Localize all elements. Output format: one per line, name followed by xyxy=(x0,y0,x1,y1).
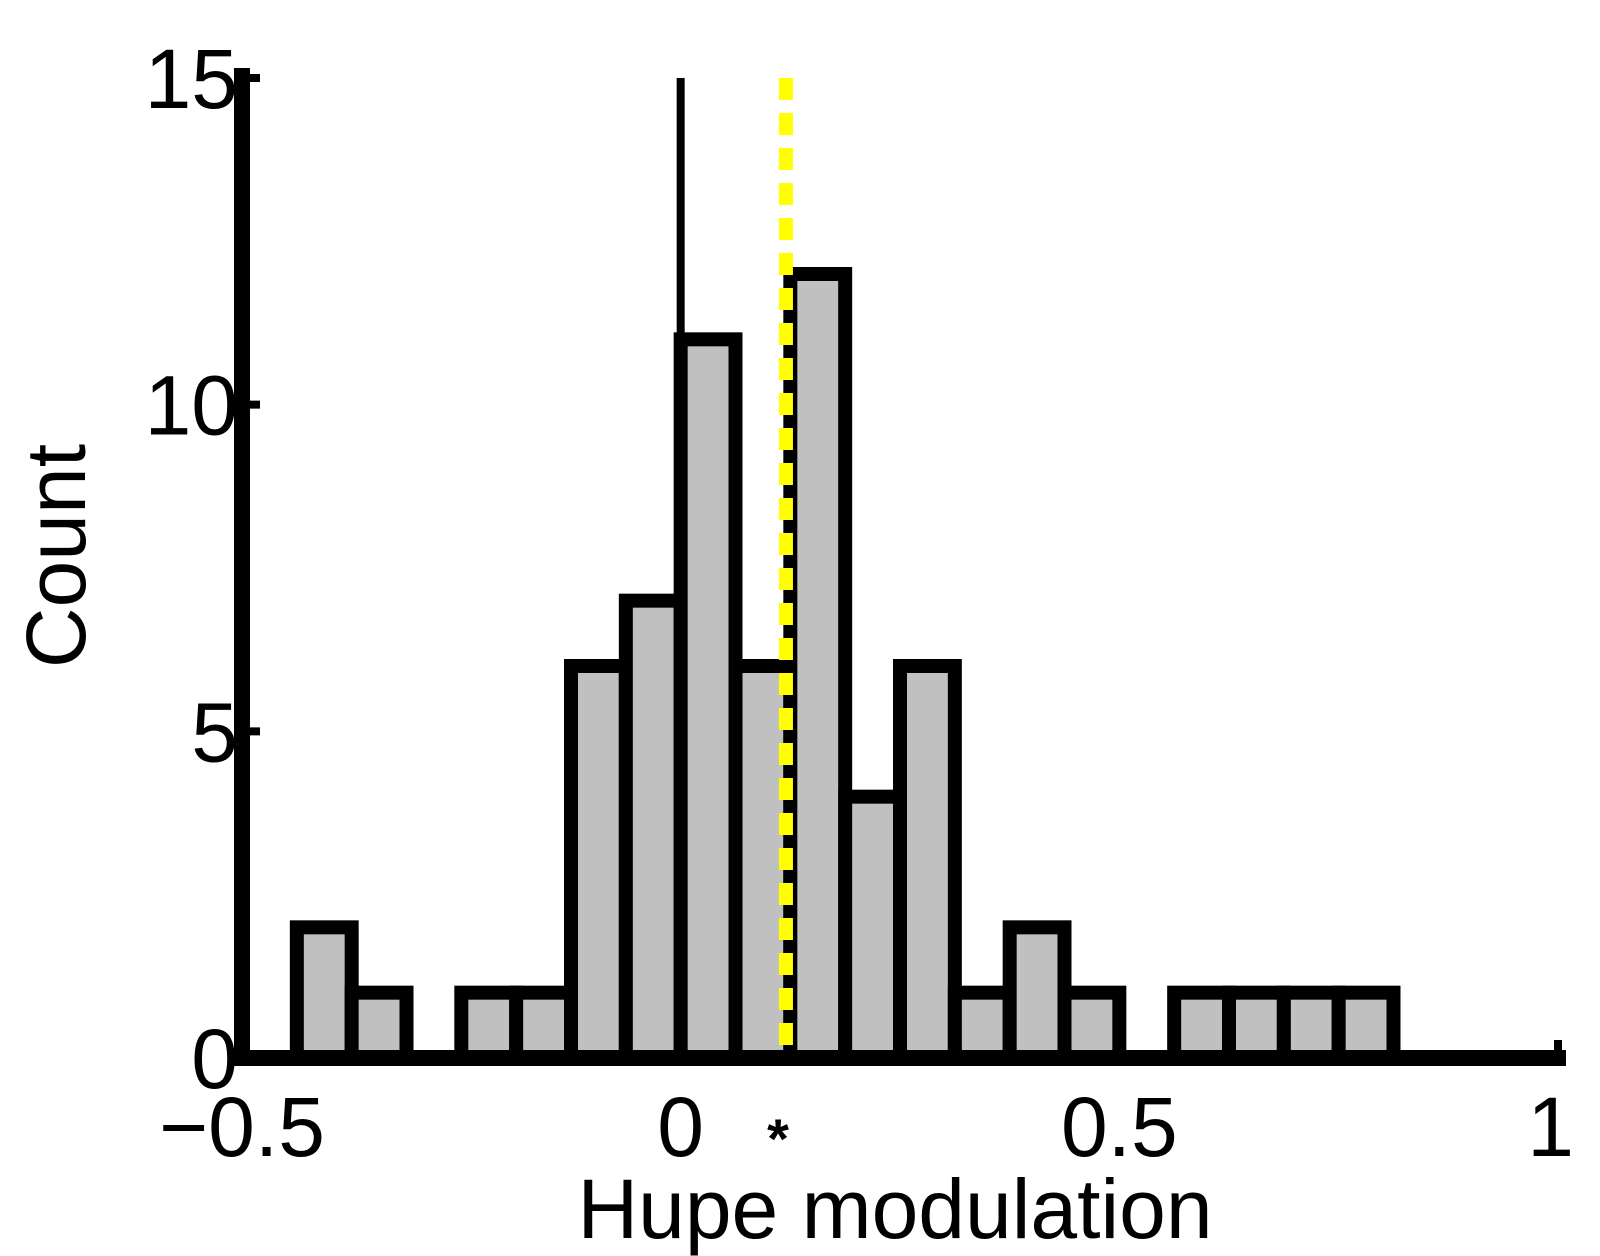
histogram-bar-5 xyxy=(564,659,633,1065)
x-tick-label-0: −0.5 xyxy=(159,1080,325,1174)
histogram-bar-6 xyxy=(618,593,688,1066)
histogram-bar-18 xyxy=(1276,985,1346,1066)
histogram-bar-9 xyxy=(783,267,853,1065)
histogram-bar-0 xyxy=(289,920,359,1065)
histogram-bar-11 xyxy=(893,659,962,1065)
x-tick-label-2: 0.5 xyxy=(1061,1080,1178,1174)
histogram-bar-7 xyxy=(673,332,743,1066)
x-tick-label-1: 0 xyxy=(657,1080,704,1174)
median-marker-label: * xyxy=(767,1107,789,1170)
histogram-bar-12 xyxy=(947,985,1017,1066)
histogram-bar-4 xyxy=(509,985,579,1066)
histogram-bar-19 xyxy=(1331,985,1401,1066)
x-tick-label-3: 1 xyxy=(1527,1080,1574,1174)
histogram-bar-10 xyxy=(838,789,908,1066)
histogram-bar-13 xyxy=(1002,920,1072,1065)
histogram-bar-16 xyxy=(1167,985,1236,1066)
labels-layer: Hupe modulation Count * xyxy=(9,444,1213,1256)
histogram-bar-14 xyxy=(1057,985,1127,1066)
y-axis-label: Count xyxy=(9,444,103,668)
y-tick-label-3: 15 xyxy=(145,32,238,126)
histogram-bar-1 xyxy=(344,985,414,1066)
histogram-bar-3 xyxy=(454,985,524,1066)
histogram-bar-17 xyxy=(1222,985,1291,1066)
x-axis-label: Hupe modulation xyxy=(577,1162,1212,1256)
y-tick-label-2: 10 xyxy=(145,359,238,453)
y-tick-label-1: 5 xyxy=(191,685,238,779)
bars-layer xyxy=(289,267,1401,1066)
y-tick-label-0: 0 xyxy=(191,1012,238,1106)
lines-layer xyxy=(676,78,793,1058)
